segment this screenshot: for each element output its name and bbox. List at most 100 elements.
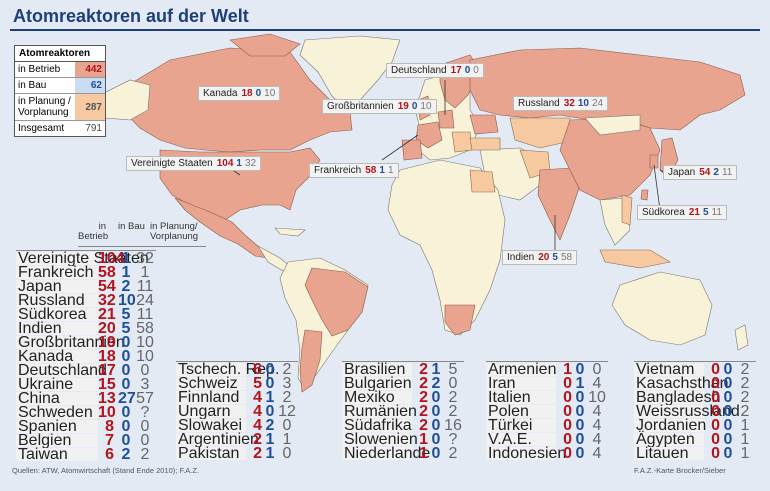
table-cell-planung: 16 xyxy=(444,417,462,434)
map-label-planung: 58 xyxy=(560,252,573,263)
table-cell-planung: 2 xyxy=(740,403,750,420)
table-cell-betrieb: 8 xyxy=(105,418,114,435)
map-label-country: Russland xyxy=(518,98,560,109)
table-cell-bau: 0 xyxy=(575,431,585,448)
map-label-planung: 0 xyxy=(473,65,479,76)
map-label-bau: 1 xyxy=(379,165,385,176)
legend-value: 287 xyxy=(75,94,105,120)
taiwan xyxy=(640,189,649,201)
table-cell-betrieb: 0 xyxy=(563,417,572,434)
legend-label: in Bau xyxy=(18,80,47,91)
table-cell-betrieb: 2 xyxy=(419,403,428,420)
table-cell-betrieb: 32 xyxy=(98,292,116,309)
table-cell-betrieb: 2 xyxy=(419,417,428,434)
table-cell-betrieb: 54 xyxy=(98,278,116,295)
map-label-country: Südkorea xyxy=(642,207,685,218)
table-cell-country: Litauen xyxy=(634,446,704,462)
table-cell-planung: 0 xyxy=(140,432,150,449)
table-cell-planung: 3 xyxy=(282,375,292,392)
table-cell-bau: 0 xyxy=(575,403,585,420)
table-cell-country: Armenien xyxy=(486,361,557,378)
table-cell-country: Ägypten xyxy=(634,432,704,448)
table-cell-betrieb: 0 xyxy=(711,431,720,448)
table-cell-betrieb: 0 xyxy=(711,445,720,462)
map-label-betrieb: 21 xyxy=(688,207,700,218)
table-row: Belgien 7 0 0 xyxy=(16,432,156,449)
map-label-bau: 0 xyxy=(255,88,262,99)
table-cell-country: Kasachsthan xyxy=(634,375,729,392)
table-cell-betrieb: 0 xyxy=(711,361,720,378)
table-cell-bau: 2 xyxy=(431,375,441,392)
legend-row-total: Insgesamt 791 xyxy=(15,121,105,136)
table-cell-planung: 32 xyxy=(136,250,154,267)
table-row: Ukraine 15 0 3 xyxy=(16,376,156,393)
table-cell-planung: 2 xyxy=(140,446,150,463)
map-label-betrieb: 17 xyxy=(450,65,462,76)
table-column-rule xyxy=(486,361,608,362)
map-label-bau: 5 xyxy=(552,252,558,263)
map-label-planung: 11 xyxy=(721,167,733,178)
legend-value: 791 xyxy=(85,123,102,134)
egypt xyxy=(469,169,496,193)
map-label-planung: 11 xyxy=(711,207,722,218)
table-cell-planung: 11 xyxy=(136,306,154,323)
table-cell-planung: 0 xyxy=(140,418,150,435)
table-cell-country: Jordanien xyxy=(634,417,707,434)
table-row: Deutschland 17 0 0 xyxy=(16,362,156,379)
table-cell-planung: 3 xyxy=(140,376,150,393)
table-row: Polen 0 0 4 xyxy=(486,403,608,420)
table-cell-bau: 0 xyxy=(431,431,441,448)
table-cell-planung: 12 xyxy=(278,403,296,420)
map-label-bau: 5 xyxy=(702,207,709,218)
table-cell-planung: 0 xyxy=(140,362,150,379)
table-cell-betrieb: 1 xyxy=(563,361,572,378)
table-cell-planung: 1 xyxy=(740,417,750,434)
table-cell-bau: 2 xyxy=(121,278,131,295)
table-cell-betrieb: 7 xyxy=(105,432,114,449)
table-cell-bau: 0 xyxy=(723,389,733,406)
map-label-grossbritannien: Großbritannien 19 0 10 xyxy=(322,99,437,114)
map-label-japan: Japan 54 2 11 xyxy=(663,165,738,180)
table-column-rule xyxy=(176,361,298,362)
table-cell-planung: 1 xyxy=(282,431,292,448)
table-cell-country: Türkei xyxy=(486,418,556,434)
table-cell-country: Bulgarien xyxy=(342,375,412,392)
table-row: Vietnam 0 0 2 xyxy=(634,361,756,378)
table-cell-country: Spanien xyxy=(16,419,98,435)
table-cell-betrieb: 13 xyxy=(98,390,116,407)
table-column-rule xyxy=(634,361,756,362)
table-cell-country: Vietnam xyxy=(634,362,704,378)
caribbean xyxy=(274,227,306,237)
map-label-planung: 10 xyxy=(264,88,276,99)
table-cell-planung: 58 xyxy=(136,320,154,337)
legend-label: Insgesamt xyxy=(18,123,65,134)
table-row: Schweiz 5 0 3 xyxy=(176,375,298,392)
table-cell-betrieb: 2 xyxy=(419,389,428,406)
table-cell-country: Niederlande xyxy=(342,445,431,462)
canada-islands xyxy=(229,33,301,57)
table-cell-planung: 1 xyxy=(740,431,750,448)
table-row: Weissrussland 0 0 2 xyxy=(634,403,756,420)
table-cell-country: Finnland xyxy=(176,390,246,406)
table-cell-bau: 0 xyxy=(575,417,585,434)
map-label-betrieb: 54 xyxy=(699,167,711,178)
table-cell-country: Deutschland xyxy=(16,362,107,379)
table-cell-betrieb: 0 xyxy=(563,375,572,392)
table-cell-planung: ? xyxy=(448,431,458,448)
argentina xyxy=(299,329,323,393)
map-label-indien: Indien 20 5 58 xyxy=(502,250,578,265)
table-cell-planung: 1 xyxy=(740,445,750,462)
table-cell-betrieb: 4 xyxy=(253,417,262,434)
table-cell-planung: 0 xyxy=(282,417,292,434)
table-cell-country: Polen xyxy=(486,404,556,420)
table-cell-bau: 1 xyxy=(121,264,131,281)
table-cell-country: Pakistan xyxy=(176,446,246,462)
table-cell-bau: 0 xyxy=(575,389,585,406)
table-cell-bau: 0 xyxy=(265,361,275,378)
table-cell-bau: 1 xyxy=(265,431,275,448)
brazil xyxy=(304,267,369,337)
credit-note: F.A.Z.-Karte Brocker/Sieber xyxy=(634,466,726,475)
table-cell-planung: 4 xyxy=(592,431,602,448)
legend-heading: Atomreaktoren xyxy=(15,46,105,62)
map-label-deutschland: Deutschland 17 0 0 xyxy=(386,63,484,78)
